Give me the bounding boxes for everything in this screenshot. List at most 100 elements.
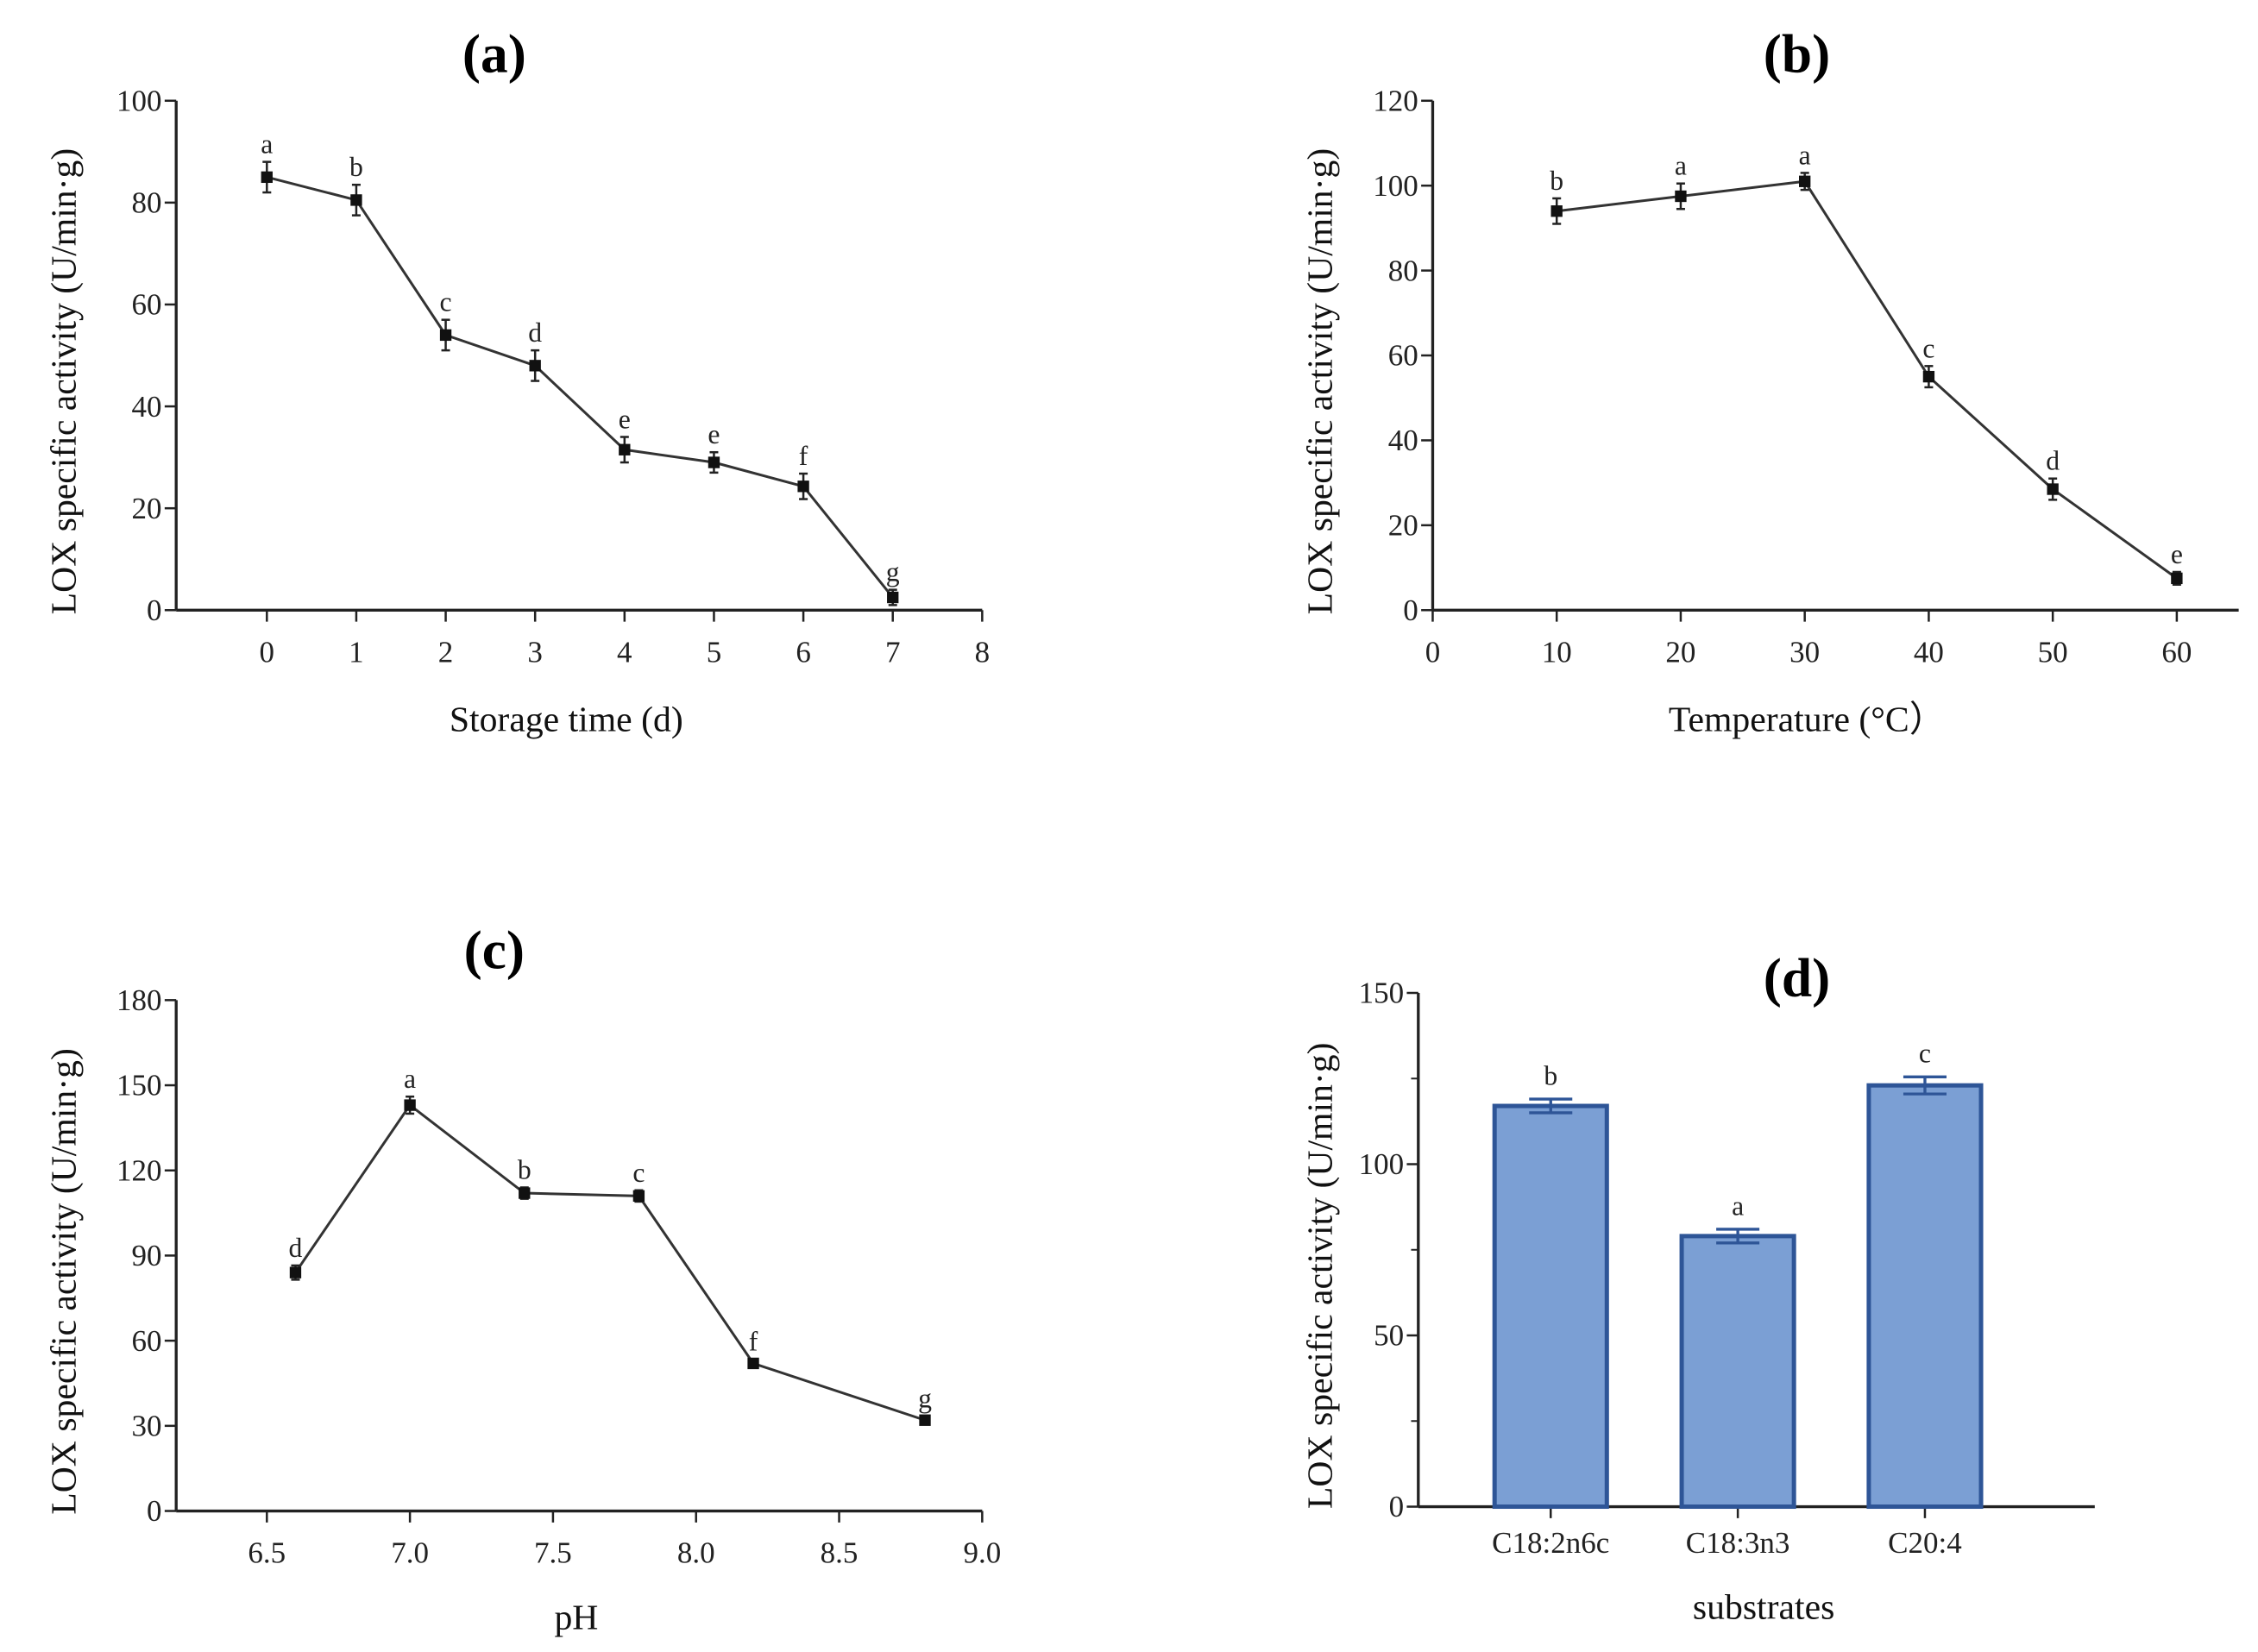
significance-letter: a xyxy=(1732,1190,1744,1221)
x-tick-label: 8.5 xyxy=(821,1536,859,1570)
x-tick-label: 7 xyxy=(885,635,901,669)
x-tick-label: 40 xyxy=(1914,635,1944,669)
data-point xyxy=(1550,205,1563,217)
panel-d: (d) 0 50 100 150 LOX specific activity (U/min… xyxy=(1301,947,2095,1628)
y-axis-label: LOX specific activity (U/min·g) xyxy=(44,1048,84,1515)
data-point xyxy=(708,456,720,468)
x-axis-label: Temperature (°C） xyxy=(1669,700,1946,739)
data-point xyxy=(632,1190,645,1203)
data-point xyxy=(1922,370,1935,383)
y-tick-label: 120 xyxy=(116,1153,162,1187)
significance-letter: c xyxy=(632,1158,645,1188)
y-tick-label: 20 xyxy=(1388,509,1418,543)
data-point xyxy=(519,1187,531,1199)
data-point xyxy=(1675,190,1687,203)
x-tick-label: C18:3n3 xyxy=(1686,1526,1790,1560)
panel-title: (c) xyxy=(464,920,525,981)
x-tick-label: 6 xyxy=(796,635,811,669)
y-tick-label: 120 xyxy=(1373,84,1418,117)
data-point xyxy=(887,591,899,604)
significance-letter: f xyxy=(749,1327,758,1357)
significance-letter: c xyxy=(440,287,452,317)
x-tick-label: 20 xyxy=(1665,635,1695,669)
data-point xyxy=(2171,572,2183,585)
x-tick-label: 8 xyxy=(975,635,991,669)
significance-letter: e xyxy=(619,404,631,434)
bar xyxy=(1492,1103,1609,1510)
significance-letter: d xyxy=(528,317,542,348)
data-point xyxy=(2047,483,2059,495)
x-tick-label: C20:4 xyxy=(1888,1526,1962,1560)
y-tick-label: 40 xyxy=(1388,424,1418,457)
x-tick-label: 2 xyxy=(438,635,454,669)
y-tick-label: 0 xyxy=(147,1494,162,1528)
x-axis-label: Storage time (d) xyxy=(450,700,683,739)
significance-letter: b xyxy=(518,1154,531,1184)
significance-letter: d xyxy=(2046,446,2060,476)
x-tick-label: 30 xyxy=(1789,635,1820,669)
y-tick-label: 0 xyxy=(147,594,162,627)
panel-title: (a) xyxy=(462,23,526,84)
x-tick-label: 50 xyxy=(2038,635,2068,669)
y-tick-label: 90 xyxy=(132,1239,162,1272)
y-tick-label: 100 xyxy=(116,84,162,117)
x-tick-label: 7.5 xyxy=(534,1536,572,1570)
significance-letter: a xyxy=(1675,151,1687,181)
data-point xyxy=(261,171,273,184)
bar xyxy=(1866,1083,1984,1510)
significance-letter: a xyxy=(1799,140,1811,170)
y-tick-label: 150 xyxy=(116,1069,162,1102)
y-axis-label: LOX specific activity (U/min·g) xyxy=(1301,148,1341,615)
significance-letter: g xyxy=(918,1383,932,1413)
significance-letter: b xyxy=(349,152,363,182)
y-tick-label: 100 xyxy=(1373,169,1418,203)
x-tick-label: 10 xyxy=(1542,635,1572,669)
panel-title: (d) xyxy=(1764,947,1830,1008)
x-tick-label: 9.0 xyxy=(963,1536,1001,1570)
data-point xyxy=(1799,175,1811,187)
data-point xyxy=(797,481,809,493)
significance-letter: a xyxy=(404,1064,416,1094)
data-point xyxy=(289,1266,302,1278)
y-tick-label: 40 xyxy=(132,390,162,424)
significance-letter: d xyxy=(289,1233,303,1263)
y-tick-label: 60 xyxy=(1388,339,1418,373)
x-tick-label: 4 xyxy=(617,635,632,669)
significance-letter: c xyxy=(1919,1039,1931,1069)
data-point xyxy=(619,443,631,455)
significance-letter: c xyxy=(1922,333,1934,363)
data-point xyxy=(919,1414,931,1426)
x-axis-label: pH xyxy=(554,1598,598,1637)
x-tick-label: 5 xyxy=(707,635,722,669)
x-tick-label: 0 xyxy=(1425,635,1441,669)
significance-letter: b xyxy=(1544,1060,1557,1090)
x-tick-label: C18:2n6c xyxy=(1492,1526,1609,1560)
y-tick-label: 0 xyxy=(1389,1490,1405,1523)
data-point xyxy=(439,329,452,342)
data-point xyxy=(529,360,541,372)
y-axis-label: LOX specific activity (U/min·g) xyxy=(1301,1042,1341,1509)
significance-letter: g xyxy=(886,557,900,587)
significance-letter: e xyxy=(2171,539,2183,569)
x-tick-label: 0 xyxy=(260,635,275,669)
y-tick-label: 50 xyxy=(1374,1319,1404,1353)
y-tick-label: 60 xyxy=(132,288,162,322)
significance-letter: a xyxy=(261,129,273,160)
series-line xyxy=(294,1102,926,1422)
panel-title: (b) xyxy=(1764,23,1830,84)
y-tick-label: 180 xyxy=(116,983,162,1017)
y-tick-label: 100 xyxy=(1359,1147,1405,1181)
y-tick-label: 80 xyxy=(132,186,162,220)
x-tick-label: 8.0 xyxy=(677,1536,715,1570)
x-tick-label: 1 xyxy=(349,635,364,669)
bar xyxy=(1679,1234,1796,1510)
y-tick-label: 0 xyxy=(1403,594,1418,627)
x-tick-label: 6.5 xyxy=(248,1536,286,1570)
data-point xyxy=(747,1357,759,1370)
x-tick-label: 60 xyxy=(2161,635,2192,669)
y-tick-label: 80 xyxy=(1388,254,1418,287)
x-axis-label: substrates xyxy=(1693,1588,1834,1628)
series-line xyxy=(266,175,894,599)
y-tick-label: 60 xyxy=(132,1324,162,1358)
